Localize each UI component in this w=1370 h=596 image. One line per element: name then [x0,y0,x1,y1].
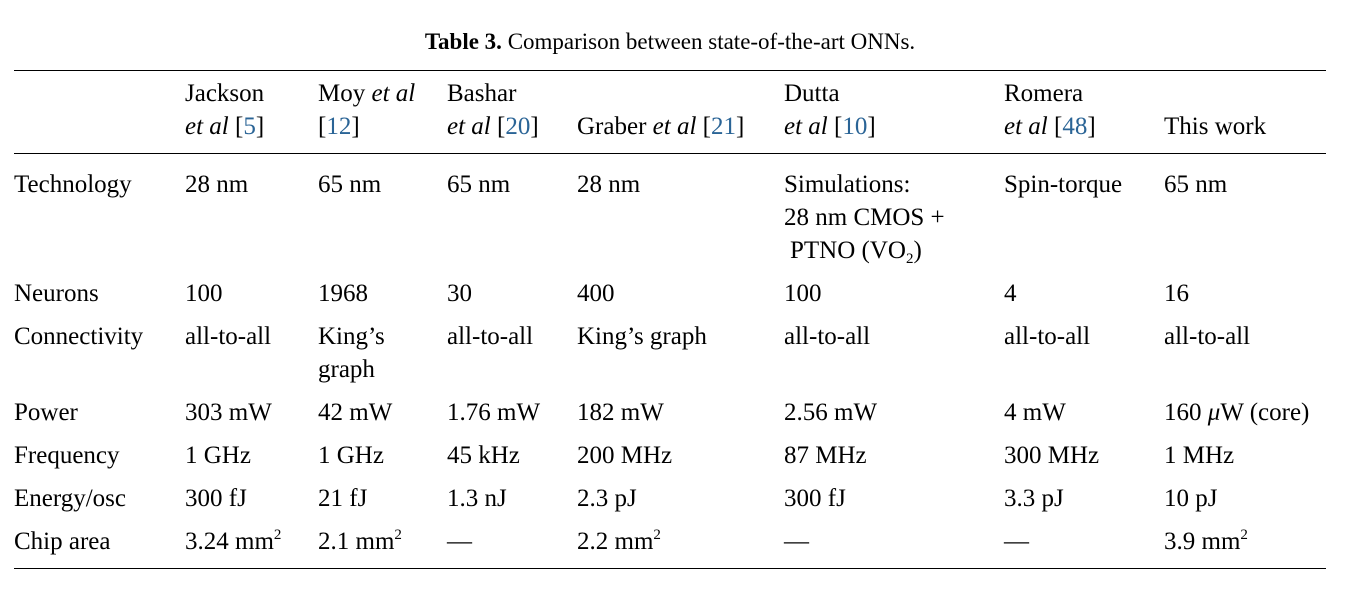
header-dutta: Dutta et al [10] [784,80,876,140]
caption-text: Comparison between state-of-the-art ONNs… [501,29,916,54]
caption-label: Table 3. [424,29,502,54]
table-cell: 300 fJ [185,485,247,512]
table-row-energy: Energy/osc 300 fJ 21 fJ 1.3 nJ 2.3 pJ 30… [14,472,1326,515]
table-row-connectivity: Connectivity all-to-all King’s graph all… [14,310,1326,386]
table-cell: 2.2 mm2 [577,527,661,556]
header-row: Jackson et al [5] Moy et al [12] Bashar … [14,70,1326,154]
table-cell: 65 nm [1164,171,1228,198]
table-cell: all-to-all [447,323,534,350]
table-cell: 30 [447,280,472,307]
table-cell: 1 GHz [185,442,251,469]
row-label: Chip area [14,528,111,555]
row-label: Technology [14,171,132,198]
table-cell: 1 GHz [318,442,384,469]
table-cell: 1.3 nJ [447,485,507,512]
table-cell: 2.3 pJ [577,485,637,512]
citation-link[interactable]: 20 [505,113,531,140]
row-label: Power [14,399,78,426]
table-cell: 303 mW [185,399,272,426]
table-cell: — [447,528,472,555]
row-label: Connectivity [14,323,144,350]
header-romera: Romera et al [48] [1004,80,1096,140]
table-caption: Table 3. Comparison between state-of-the… [0,28,1340,56]
table-cell: 3.3 pJ [1004,485,1064,512]
table-cell: King’s graph [318,323,385,383]
table-cell: 1 MHz [1164,442,1235,469]
table-cell: 42 mW [318,399,393,426]
table-cell: 160 μW (core) [1164,399,1310,426]
table-cell: Simulations: 28 nm CMOS + PTNO (VO2) [784,171,945,267]
table-cell: 65 nm [447,171,511,198]
table-cell: 16 [1164,280,1189,307]
table-cell: 4 [1004,280,1017,307]
table-cell: all-to-all [784,323,871,350]
table-cell: 3.24 mm2 [185,527,282,556]
table-cell: 21 fJ [318,485,368,512]
table-row-technology: Technology 28 nm 65 nm 65 nm 28 nm Simul… [14,154,1326,268]
table-cell: 300 MHz [1004,442,1100,469]
table-cell: all-to-all [185,323,272,350]
table-cell: 2.1 mm2 [318,527,402,556]
table-cell: 3.9 mm2 [1164,527,1248,556]
table-cell: 100 [784,280,822,307]
table-cell: 182 mW [577,399,664,426]
table-cell: 4 mW [1004,399,1066,426]
header-empty-cell [14,71,185,154]
table-row-frequency: Frequency 1 GHz 1 GHz 45 kHz 200 MHz 87 … [14,429,1326,472]
table-cell: 1.76 mW [447,399,541,426]
citation-link[interactable]: 10 [842,113,868,140]
table-row-neurons: Neurons 100 1968 30 400 100 4 16 [14,267,1326,310]
table-cell: 65 nm [318,171,382,198]
header-this-work: This work [1164,113,1267,140]
table-cell: 1968 [318,280,368,307]
header-graber: Graber et al [21] [577,113,745,140]
table-cell: Spin-torque [1004,171,1123,198]
row-label: Energy/osc [14,485,127,512]
table-cell: all-to-all [1164,323,1251,350]
citation-link[interactable]: 12 [326,113,352,140]
table-cell: all-to-all [1004,323,1091,350]
row-label: Neurons [14,280,99,307]
table-cell: 400 [577,280,615,307]
table-cell: 87 MHz [784,442,867,469]
table-cell: 200 MHz [577,442,673,469]
table-row-power: Power 303 mW 42 mW 1.76 mW 182 mW 2.56 m… [14,386,1326,429]
table-cell: 100 [185,280,223,307]
citation-link[interactable]: 21 [710,113,736,140]
table-cell: 10 pJ [1164,485,1218,512]
table-cell: — [784,528,809,555]
header-jackson: Jackson et al [5] [185,80,265,140]
header-bashar: Bashar et al [20] [447,80,539,140]
table-cell: 300 fJ [784,485,846,512]
table-row-chip-area: Chip area 3.24 mm2 2.1 mm2 — 2.2 mm2 — —… [14,515,1326,569]
table-cell: 45 kHz [447,442,520,469]
row-label: Frequency [14,442,120,469]
table-cell: 28 nm [577,171,641,198]
table-cell: King’s graph [577,323,707,350]
citation-link[interactable]: 5 [243,113,256,140]
comparison-table: Jackson et al [5] Moy et al [12] Bashar … [14,70,1326,569]
header-moy: Moy et al [12] [318,80,416,140]
table-cell: 2.56 mW [784,399,878,426]
table-cell: 28 nm [185,171,249,198]
table-cell: — [1004,528,1029,555]
citation-link[interactable]: 48 [1062,113,1088,140]
